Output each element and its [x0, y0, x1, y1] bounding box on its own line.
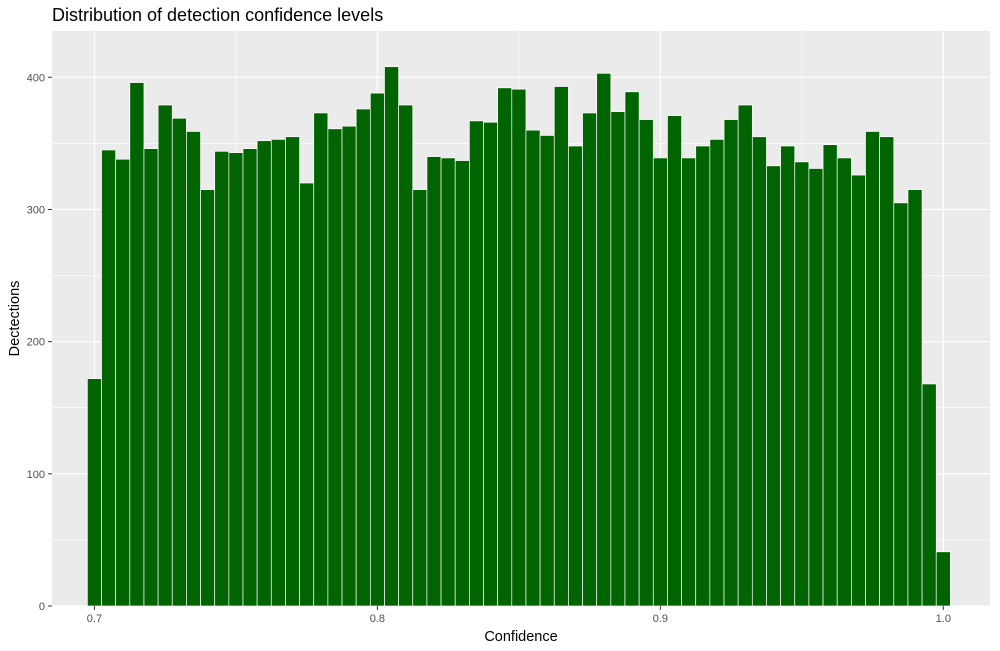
- histogram-bar: [256, 140, 272, 607]
- histogram-bar: [426, 156, 442, 607]
- histogram-bar: [412, 189, 428, 607]
- histogram-bar: [596, 72, 612, 607]
- histogram-bar: [568, 145, 583, 607]
- histogram-bar: [921, 383, 937, 607]
- histogram-bar: [440, 157, 456, 607]
- histogram-bar: [157, 104, 173, 607]
- histogram-bar: [525, 129, 541, 607]
- histogram-bar: [384, 66, 399, 607]
- histogram-bar: [737, 104, 753, 607]
- histogram-bar: [935, 551, 951, 607]
- histogram-bar: [893, 202, 909, 607]
- y-axis-title: Dectections: [7, 281, 23, 357]
- histogram-bar: [766, 165, 781, 607]
- histogram-bar: [214, 150, 230, 607]
- x-tick-label: 0.9: [653, 613, 668, 625]
- histogram-bar: [638, 119, 654, 607]
- histogram-bar: [794, 161, 810, 607]
- y-tick-label: 100: [27, 469, 45, 481]
- histogram-bar: [341, 125, 357, 607]
- y-axis: 0 100 200 300 400: [27, 72, 52, 613]
- histogram-bar: [469, 120, 484, 607]
- histogram-bar: [808, 168, 824, 607]
- histogram-bar: [751, 136, 767, 607]
- x-tick-label: 0.7: [87, 613, 102, 625]
- histogram-bar: [723, 119, 739, 607]
- histogram-bar: [667, 115, 682, 607]
- histogram-bar: [115, 158, 131, 607]
- histogram-bar: [865, 131, 880, 607]
- histogram-bar: [129, 82, 145, 607]
- histogram-bar: [242, 148, 258, 607]
- histogram-bar: [582, 112, 598, 607]
- y-tick-label: 400: [27, 72, 45, 84]
- x-tick-label: 1.0: [936, 613, 951, 625]
- y-tick-label: 200: [27, 337, 45, 349]
- histogram-bar: [285, 136, 300, 607]
- y-tick-label: 0: [39, 601, 45, 613]
- histogram-bar: [200, 189, 216, 607]
- histogram-bar: [171, 117, 187, 607]
- histogram-bar: [355, 108, 371, 607]
- histogram-bar: [780, 145, 796, 607]
- x-tick-label: 0.8: [370, 613, 385, 625]
- histogram-bar: [836, 157, 852, 607]
- histogram-bar: [101, 149, 117, 607]
- histogram-bar: [483, 121, 499, 607]
- histogram-bar: [327, 128, 343, 607]
- histogram-bar: [228, 152, 244, 607]
- histogram-bar: [553, 86, 569, 607]
- histogram-bar: [398, 104, 414, 607]
- histogram-bar: [454, 160, 470, 607]
- histogram-bar: [624, 91, 640, 607]
- bars: [87, 66, 951, 607]
- histogram-bar: [610, 111, 626, 607]
- y-tick-label: 300: [27, 204, 45, 216]
- histogram-bar: [652, 157, 668, 607]
- histogram-bar: [369, 92, 385, 607]
- histogram-bar: [907, 189, 923, 607]
- histogram-bar: [299, 182, 315, 607]
- histogram-bar: [681, 157, 697, 607]
- chart-title: Distribution of detection confidence lev…: [52, 5, 383, 25]
- histogram-bar: [497, 87, 513, 607]
- histogram-bar: [822, 144, 838, 607]
- histogram-bar: [270, 139, 286, 607]
- histogram-bar: [511, 88, 527, 607]
- histogram-bar: [87, 378, 102, 607]
- histogram-bar: [186, 131, 201, 607]
- histogram-bar: [695, 145, 711, 607]
- histogram-bar: [709, 139, 725, 607]
- histogram-bar: [313, 112, 329, 607]
- histogram-bar: [879, 136, 895, 607]
- histogram-bar: [143, 148, 159, 607]
- histogram-bar: [539, 135, 555, 607]
- x-axis: 0.7 0.8 0.9 1.0: [87, 606, 951, 625]
- x-axis-title: Confidence: [484, 629, 557, 645]
- histogram-bar: [851, 174, 866, 607]
